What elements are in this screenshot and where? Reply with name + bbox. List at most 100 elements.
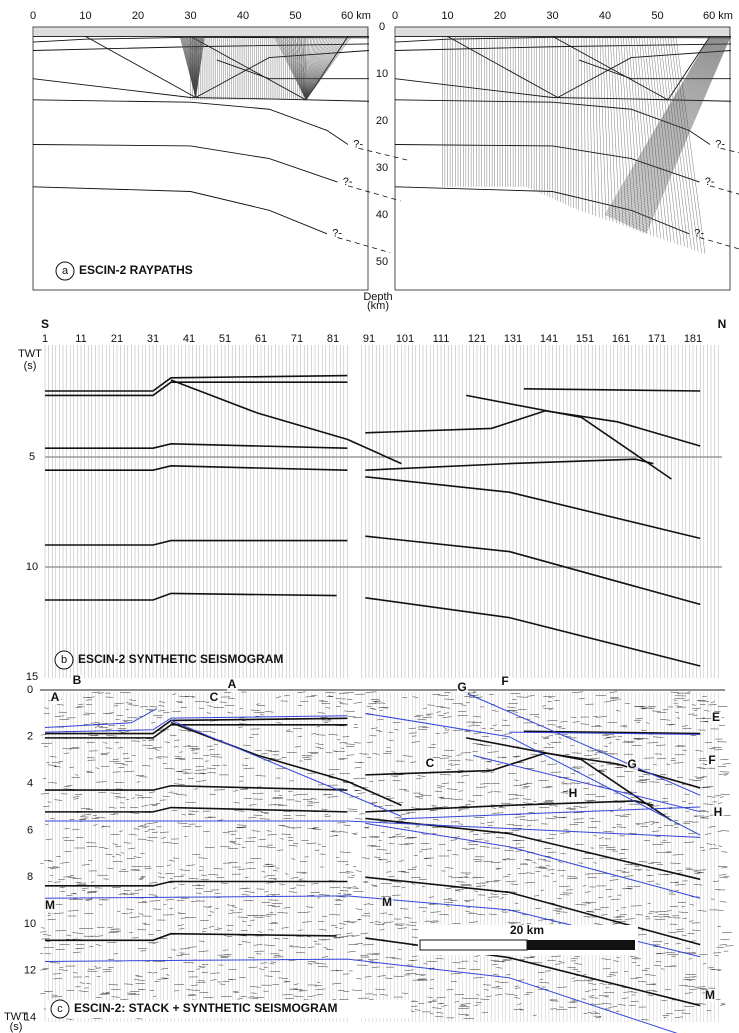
y-tick-label: 6	[27, 824, 33, 836]
reflector	[365, 458, 654, 471]
interpreted-reflector	[365, 822, 701, 899]
annotation: A	[228, 677, 237, 691]
scale-label: 20 km	[510, 923, 544, 937]
question-mark: ?-	[715, 138, 725, 150]
annotation-bg	[209, 692, 220, 704]
reflector	[557, 50, 732, 98]
reflector	[365, 937, 701, 1007]
y-tick-label: 8	[27, 871, 33, 883]
trace-tick-label: 81	[327, 333, 339, 345]
annotation: E	[712, 710, 720, 724]
title-bg	[46, 1000, 411, 1018]
reflector	[45, 539, 348, 546]
reflector	[170, 379, 348, 441]
depth-tick-label: 0	[379, 21, 385, 33]
interpreted-reflector	[509, 731, 701, 735]
reflector	[347, 780, 402, 807]
annotation: F	[708, 753, 715, 767]
x-tick-label: 40	[599, 10, 611, 22]
x-tick-label: 40	[237, 10, 249, 22]
reflector	[45, 464, 348, 472]
reflector	[466, 737, 672, 822]
annotation: A	[51, 690, 60, 704]
annotation: F	[501, 674, 508, 688]
depth-label: Depth	[363, 291, 392, 303]
interpreted-reflector	[45, 820, 701, 838]
reflector	[365, 476, 701, 540]
trace-tick-label: 151	[576, 333, 594, 345]
question-mark: ?-	[353, 138, 363, 150]
annotation: M	[45, 898, 55, 912]
reflector	[32, 186, 328, 235]
reflector	[365, 817, 701, 881]
question-mark: ?-	[332, 228, 342, 240]
reflector	[523, 388, 701, 392]
scale-bar-white	[419, 939, 528, 951]
dashed-extension	[709, 185, 739, 195]
trace-tick-label: 41	[183, 333, 195, 345]
annotation: C	[426, 756, 435, 770]
y-tick-label: 12	[24, 965, 36, 977]
reflector	[195, 50, 370, 98]
x-tick-label: 10	[79, 10, 91, 22]
annotation-bg	[425, 758, 436, 770]
annotation: G	[457, 680, 466, 694]
reflector	[45, 374, 348, 392]
depth-tick-label: 20	[376, 115, 388, 127]
question-mark: ?-	[705, 176, 715, 188]
y-label: (s)	[24, 360, 37, 372]
reflector	[216, 59, 369, 80]
annotation: M	[382, 895, 392, 909]
x-tick-label: 0	[30, 10, 36, 22]
plot-frame	[32, 26, 369, 291]
reflector	[45, 717, 348, 735]
reflector	[45, 932, 337, 942]
trace-tick-label: 141	[540, 333, 558, 345]
dashed-extension	[347, 185, 401, 202]
trace-tick-label: 71	[291, 333, 303, 345]
trace-tick-label: 61	[255, 333, 267, 345]
interpreted-reflector	[44, 958, 678, 1033]
dashed-extension	[358, 147, 412, 162]
panel-letter: b	[61, 654, 67, 666]
north-label: N	[718, 317, 727, 331]
annotation-bg	[500, 676, 511, 688]
panel-letter: a	[62, 265, 69, 277]
panel-letter-circle	[54, 650, 74, 670]
dashed-extension	[699, 237, 739, 250]
reflector	[365, 597, 701, 667]
question-mark: ?-	[694, 228, 704, 240]
interpreted-reflector	[44, 708, 157, 728]
reflector	[45, 592, 337, 601]
y-tick-label: 0	[27, 684, 33, 696]
y-tick-label: 4	[27, 778, 33, 790]
reflector	[170, 721, 348, 783]
dashed-extension	[720, 147, 739, 154]
south-label: S	[41, 317, 49, 331]
trace-tick-label: 101	[396, 333, 414, 345]
x-tick-label: 60 km	[341, 10, 371, 22]
annotation-bg	[568, 788, 579, 800]
trace-tick-label: 1	[42, 333, 48, 345]
interpreted-reflector	[170, 719, 402, 817]
seismic-traces	[44, 692, 719, 1022]
raypaths	[442, 36, 731, 254]
x-tick-label: 20	[494, 10, 506, 22]
y-tick-label: 2	[27, 731, 33, 743]
annotation-bg	[711, 712, 722, 724]
reflector	[466, 394, 672, 480]
panel-title: ESCIN-2 RAYPATHS	[79, 263, 193, 277]
interpreted-reflector	[44, 715, 348, 733]
panel-title: ESCIN-2: STACK + SYNTHETIC SEISMOGRAM	[74, 1001, 337, 1015]
x-tick-label: 50	[651, 10, 663, 22]
reflector	[32, 99, 349, 145]
reflector	[552, 36, 711, 101]
x-tick-label: 30	[546, 10, 558, 22]
annotation-bg	[72, 675, 83, 687]
annotation: B	[73, 673, 82, 687]
trace-tick-label: 91	[363, 333, 375, 345]
depth-tick-label: 50	[376, 256, 388, 268]
annotation-bg	[705, 990, 716, 1002]
annotation-bg	[382, 897, 393, 909]
